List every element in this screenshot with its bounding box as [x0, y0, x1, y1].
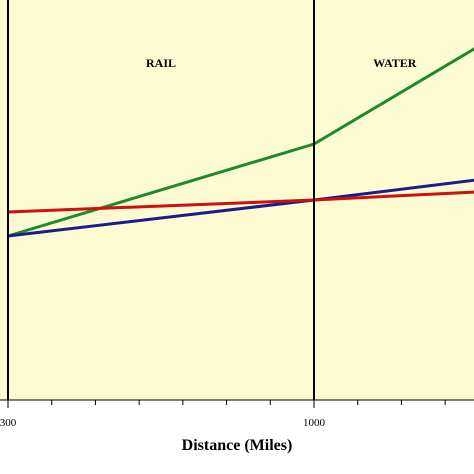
x-tick-label-1000: 1000 — [303, 417, 326, 429]
x-axis-ticks — [7, 400, 446, 408]
region-label-water: WATER — [373, 56, 416, 70]
x-axis-title: Distance (Miles) — [182, 437, 293, 454]
region-label-rail: RAIL — [146, 56, 176, 70]
region-labels: RAIL WATER — [146, 56, 417, 70]
boundary-lines — [7, 0, 315, 400]
x-axis-tick-labels: 300 1000 — [0, 417, 326, 429]
x-tick-label-300: 300 — [0, 417, 17, 429]
plot-background — [0, 0, 474, 400]
